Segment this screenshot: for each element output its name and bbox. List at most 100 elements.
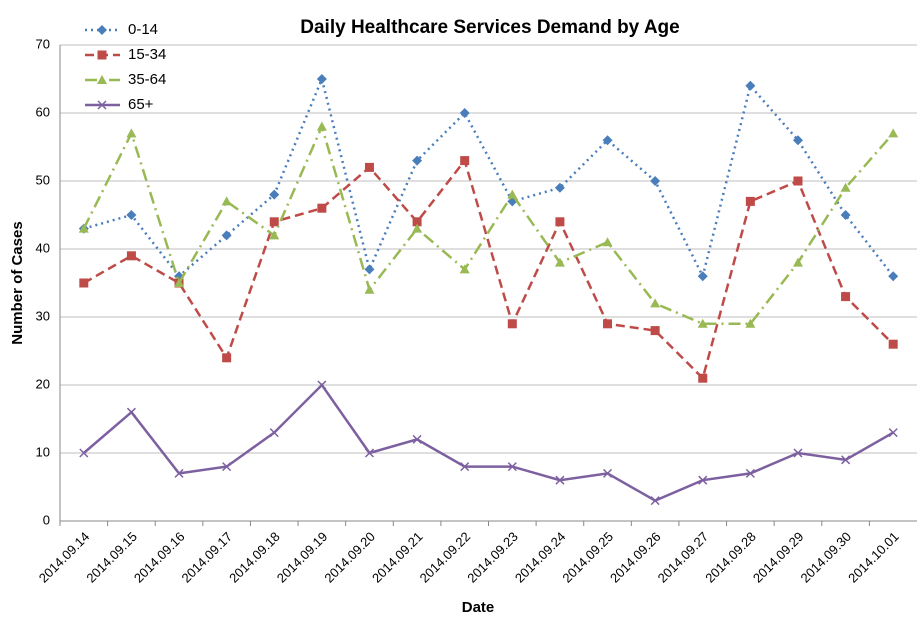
x-tick-label: 2014.09.25 — [559, 529, 616, 586]
marker — [174, 468, 184, 478]
marker — [412, 155, 423, 166]
marker — [888, 128, 899, 138]
marker — [603, 319, 613, 329]
marker — [97, 100, 107, 110]
marker — [97, 75, 107, 84]
legend-marker — [97, 100, 107, 110]
marker — [79, 448, 89, 458]
marker — [269, 217, 279, 227]
legend-label: 0-14 — [128, 21, 158, 38]
marker — [555, 217, 565, 227]
marker — [602, 237, 613, 247]
marker — [316, 74, 327, 84]
marker — [650, 326, 660, 336]
marker — [841, 292, 851, 302]
marker — [792, 257, 803, 267]
legend-label: 35-64 — [128, 71, 166, 88]
x-tick-label: 2014.09.29 — [750, 529, 807, 586]
marker — [793, 176, 803, 186]
marker — [697, 271, 708, 282]
x-tick-label: 2014.09.14 — [36, 529, 93, 586]
y-tick-label: 30 — [36, 308, 50, 323]
legend-marker — [97, 75, 107, 84]
x-tick-label: 2014.09.26 — [607, 529, 664, 586]
marker — [650, 298, 661, 308]
marker — [222, 462, 232, 472]
marker — [317, 380, 327, 390]
y-tick-label: 40 — [36, 240, 50, 255]
marker — [650, 496, 660, 506]
marker — [554, 257, 565, 267]
marker — [222, 353, 232, 363]
marker — [793, 448, 803, 458]
x-tick-label: 2014.10.01 — [845, 529, 902, 586]
marker — [364, 284, 375, 294]
x-tick-label: 2014.09.17 — [179, 529, 236, 586]
chart-title: Daily Healthcare Services Demand by Age — [300, 17, 679, 38]
marker — [364, 162, 374, 172]
marker — [412, 223, 423, 233]
marker — [792, 135, 803, 146]
marker — [126, 251, 136, 261]
marker — [650, 176, 661, 186]
marker — [412, 217, 422, 227]
legend-label: 15-34 — [128, 46, 166, 63]
x-tick-label: 2014.09.22 — [417, 529, 474, 586]
legend-marker — [97, 25, 107, 35]
y-tick-label: 10 — [36, 444, 50, 459]
x-tick-label: 2014.09.16 — [131, 529, 188, 586]
series-line — [82, 122, 895, 326]
marker — [698, 475, 708, 485]
x-tick-label: 2014.09.19 — [274, 529, 331, 586]
series-line — [83, 157, 895, 381]
marker — [745, 318, 756, 328]
marker — [364, 448, 375, 458]
marker — [221, 196, 232, 206]
marker — [507, 319, 517, 329]
marker — [317, 203, 327, 213]
marker — [459, 108, 470, 118]
marker — [221, 230, 232, 241]
x-tick-label: 2014.09.18 — [226, 529, 283, 586]
y-tick-label: 20 — [36, 376, 50, 391]
marker — [97, 25, 107, 35]
marker — [554, 182, 565, 193]
marker — [602, 468, 613, 478]
marker — [460, 462, 470, 472]
marker — [459, 264, 470, 274]
y-axis-label: Number of Cases — [9, 221, 26, 344]
x-tick-label: 2014.09.27 — [655, 529, 712, 586]
marker — [79, 278, 89, 288]
marker — [507, 189, 518, 199]
marker — [507, 462, 517, 472]
marker — [841, 455, 851, 465]
marker — [126, 128, 137, 138]
marker — [888, 339, 898, 349]
x-tick-label: 2014.09.30 — [798, 529, 855, 586]
y-tick-label: 70 — [36, 36, 50, 51]
x-tick-label: 2014.09.23 — [464, 529, 521, 586]
legend-marker — [97, 50, 107, 60]
marker — [126, 407, 136, 417]
marker — [745, 196, 755, 206]
x-tick-label: 2014.09.20 — [321, 529, 378, 586]
x-tick-label: 2014.09.21 — [369, 529, 426, 586]
x-tick-label: 2014.09.28 — [702, 529, 759, 586]
marker — [698, 373, 708, 383]
marker — [97, 50, 107, 60]
marker — [888, 271, 899, 282]
marker — [555, 475, 565, 485]
marker — [602, 135, 613, 146]
marker — [174, 278, 185, 287]
marker — [745, 80, 756, 91]
y-tick-label: 60 — [36, 104, 50, 119]
x-tick-label: 2014.09.24 — [512, 529, 569, 586]
y-tick-label: 0 — [43, 512, 50, 527]
marker — [269, 189, 280, 200]
series-line — [83, 75, 895, 280]
marker — [316, 121, 327, 131]
x-tick-label: 2014.09.15 — [83, 529, 140, 586]
marker — [697, 318, 708, 328]
